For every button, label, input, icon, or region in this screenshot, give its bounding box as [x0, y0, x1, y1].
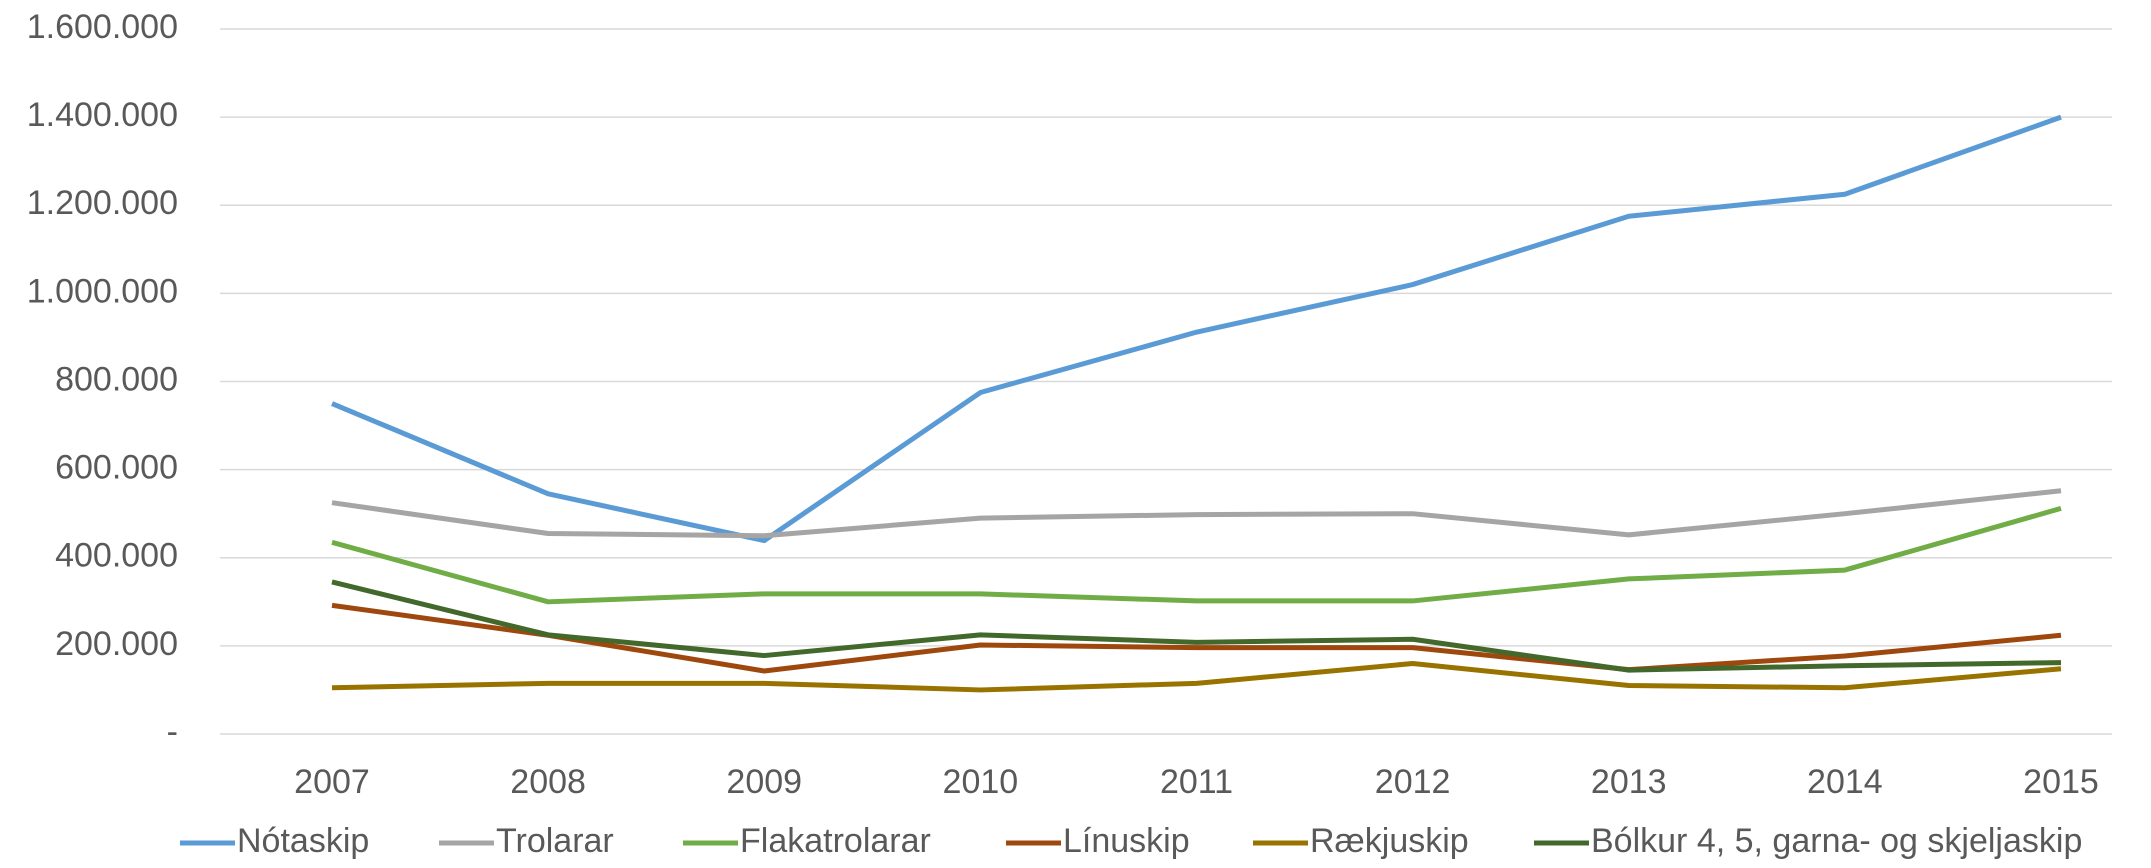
y-tick-label: 400.000	[55, 537, 178, 575]
line	[331, 602, 2062, 674]
x-tick-label: 2013	[1591, 763, 1667, 801]
legend-label: Trolarar	[496, 822, 614, 860]
line	[331, 505, 2062, 605]
y-tick-label: 600.000	[55, 449, 178, 487]
x-tick-label: 2011	[1160, 763, 1233, 801]
y-tick-label: 800.000	[55, 360, 178, 398]
x-tick-label: 2012	[1375, 763, 1451, 801]
y-tick-label: 1.200.000	[27, 184, 178, 222]
legend-label: Rækjuskip	[1310, 822, 1469, 860]
x-tick-label: 2008	[510, 763, 586, 801]
x-tick-label: 2010	[943, 763, 1019, 801]
x-tick-label: 2009	[726, 763, 802, 801]
y-tick-label: 1.600.000	[27, 8, 178, 46]
line	[331, 488, 2062, 539]
y-tick-label: -	[167, 713, 178, 751]
y-tick-label: 1.400.000	[27, 96, 178, 134]
legend-label: Línuskip	[1063, 822, 1190, 860]
legend-label: Bólkur 4, 5, garna- og skjeljaskip	[1591, 822, 2082, 860]
legend-label: Flakatrolarar	[740, 822, 931, 860]
line	[331, 114, 2062, 544]
line	[331, 661, 2062, 693]
x-tick-label: 2015	[2023, 763, 2099, 801]
y-tick-label: 200.000	[55, 625, 178, 663]
line	[331, 579, 2062, 673]
x-tick-label: 2014	[1807, 763, 1883, 801]
x-tick-label: 2007	[294, 763, 370, 801]
legend-label: Nótaskip	[237, 822, 369, 860]
y-tick-label: 1.000.000	[27, 272, 178, 310]
